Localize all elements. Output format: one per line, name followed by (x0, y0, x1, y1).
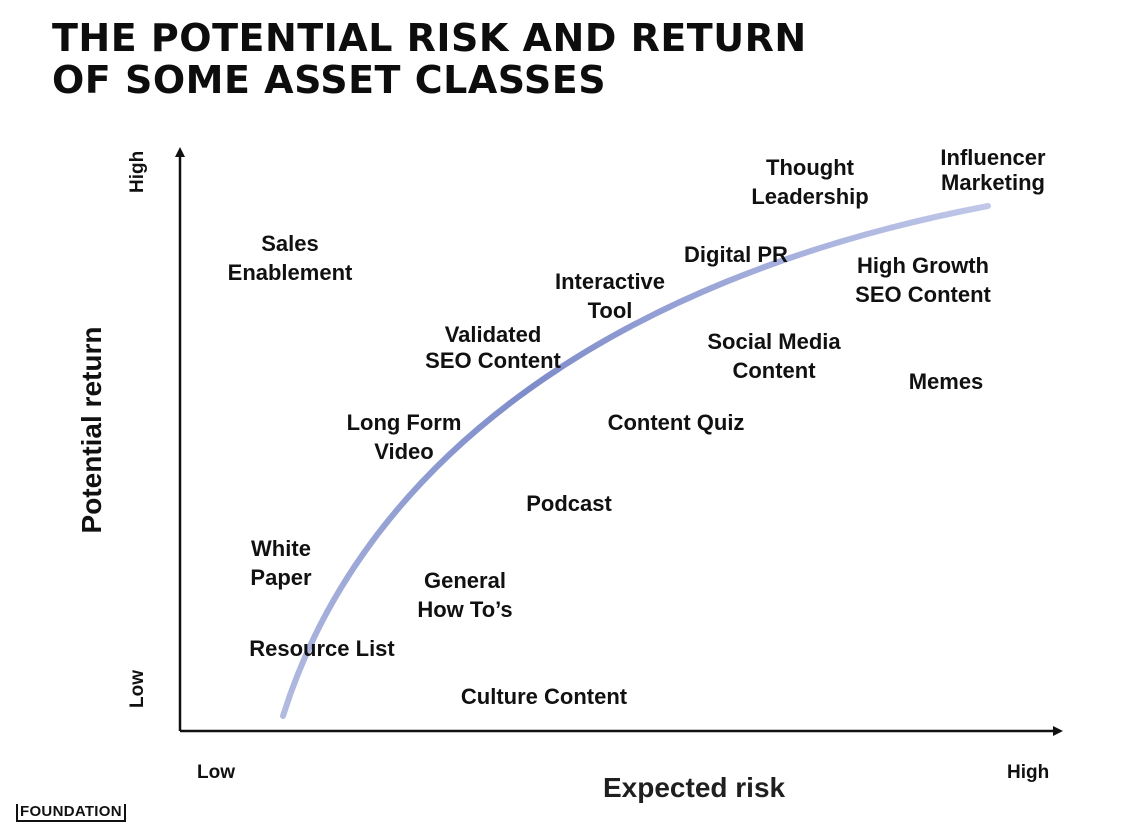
y-axis-low-label: Low (127, 670, 148, 708)
chart-title-line-2: OF SOME ASSET CLASSES (52, 58, 607, 102)
label-content-quiz: Content Quiz (607, 410, 745, 435)
risk-return-curve (280, 203, 991, 719)
label-high-growth-seo-content: High Growth SEO Content (855, 253, 991, 307)
x-axis-title: Expected risk (603, 772, 786, 803)
label-culture-content: Culture Content (460, 684, 628, 709)
label-interactive-tool: Interactive Tool (554, 269, 666, 323)
x-axis-low-label: Low (197, 762, 235, 783)
foundation-logo: FOUNDATION (16, 804, 126, 822)
chart-title-line-1: THE POTENTIAL RISK AND RETURN (52, 16, 807, 60)
label-resource-list: Resource List (249, 636, 395, 661)
label-social-media-content: Social Media Content (707, 329, 841, 383)
label-general-how-tos: General How To’s (417, 568, 513, 622)
label-influencer-marketing: Influencer Marketing (940, 145, 1046, 195)
y-axis-title: Potential return (76, 326, 107, 534)
label-white-paper: White Paper (250, 536, 312, 590)
x-axis-high-label: High (1007, 762, 1050, 783)
label-thought-leadership: Thought Leadership (751, 155, 869, 209)
label-podcast: Podcast (526, 491, 612, 516)
label-long-form-video: Long Form Video (346, 410, 462, 464)
label-memes: Memes (908, 369, 984, 394)
label-validated-seo-content: Validated SEO Content (425, 322, 561, 373)
label-digital-pr: Digital PR (684, 242, 788, 267)
label-sales-enablement: Sales Enablement (227, 231, 353, 285)
y-axis-high-label: High (127, 150, 148, 193)
